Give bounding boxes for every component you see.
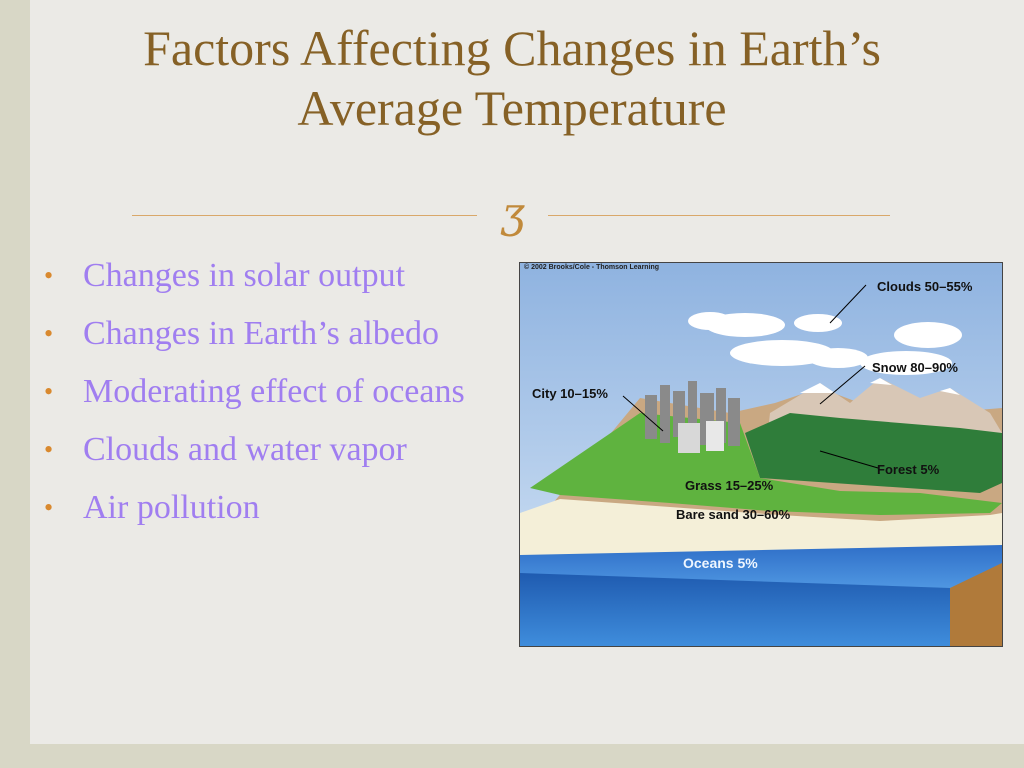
- bullet-text: Moderating effect of oceans: [83, 373, 465, 410]
- forest: [745, 413, 1002, 493]
- bullet-text: Air pollution: [83, 489, 260, 526]
- land-edge: [950, 563, 1002, 646]
- city-label: City 10–15%: [532, 386, 608, 401]
- bullet-list: • Changes in solar output • Changes in Ear…: [44, 252, 504, 542]
- bullet-item: • Changes in Earth’s albedo: [44, 310, 504, 357]
- bullet-dot-icon: •: [44, 377, 54, 406]
- title-line-1: Factors Affecting Changes in Earth’s: [143, 20, 881, 76]
- albedo-landscape-drawing: [520, 263, 1002, 646]
- divider-right: [548, 215, 890, 216]
- bullet-text: Changes in Earth’s albedo: [83, 315, 439, 352]
- title-line-2: Average Temperature: [297, 80, 727, 136]
- bare-sand: [520, 499, 1002, 558]
- bullet-dot-icon: •: [44, 261, 54, 290]
- divider-left: [132, 215, 477, 216]
- clouds-label: Clouds 50–55%: [877, 279, 973, 294]
- sand-label: Bare sand 30–60%: [676, 507, 791, 522]
- bullet-item: • Moderating effect of oceans: [44, 368, 504, 415]
- snow-label: Snow 80–90%: [872, 360, 958, 375]
- label-leader-lines: [622, 284, 879, 469]
- bullet-item: • Air pollution: [44, 484, 504, 531]
- bullet-dot-icon: •: [44, 435, 54, 464]
- bullet-dot-icon: •: [44, 493, 54, 522]
- grass-label: Grass 15–25%: [685, 478, 774, 493]
- city-buildings: [645, 381, 740, 453]
- bullet-text: Clouds and water vapor: [83, 431, 407, 468]
- flourish-icon: ʒ: [501, 188, 525, 237]
- figure-credit: © 2002 Brooks/Cole - Thomson Learning: [524, 264, 660, 271]
- forest-label: Forest 5%: [877, 462, 940, 477]
- clouds: [688, 312, 962, 375]
- bullet-item: • Changes in solar output: [44, 252, 504, 299]
- ocean-side: [520, 573, 950, 646]
- bullet-text: Changes in solar output: [83, 257, 406, 294]
- slide-title: Factors Affecting Changes in Earth’s Ave…: [0, 18, 1024, 138]
- oceans-label: Oceans 5%: [683, 555, 758, 571]
- bullet-dot-icon: •: [44, 319, 54, 348]
- albedo-illustration: © 2002 Brooks/Cole - Thomson Learning Cl…: [519, 262, 1003, 647]
- bullet-item: • Clouds and water vapor: [44, 426, 504, 473]
